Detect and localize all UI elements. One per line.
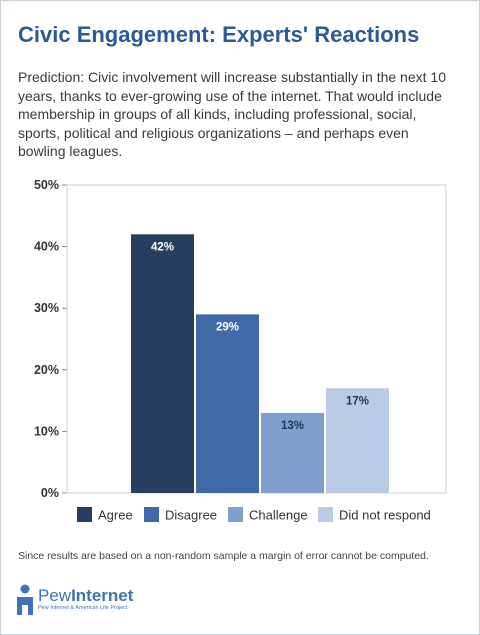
bar-challenge xyxy=(261,412,324,493)
y-tick-label: 40% xyxy=(34,240,59,254)
bar-value-label: 13% xyxy=(281,420,304,432)
y-tick-label: 20% xyxy=(34,363,59,377)
y-tick-label: 0% xyxy=(41,486,59,500)
bar-value-label: 29% xyxy=(216,321,239,333)
y-tick-label: 30% xyxy=(34,301,59,315)
prediction-text: Prediction: Civic involvement will incre… xyxy=(18,69,446,159)
bar-agree xyxy=(131,234,194,493)
bar-chart: 0% 10% 20% 30% 40% 50% 42% 29% 13% 17% Agree Disa… xyxy=(34,178,447,523)
bar-value-label: 17% xyxy=(346,395,369,407)
legend-label: Challenge xyxy=(249,508,308,523)
legend-swatch xyxy=(228,507,243,522)
y-tick-label: 10% xyxy=(34,424,59,438)
bar-value-label: 42% xyxy=(151,241,174,253)
legend-swatch xyxy=(318,507,333,522)
y-axis: 0% 10% 20% 30% 40% 50% xyxy=(34,178,67,500)
pew-person-icon xyxy=(17,584,33,615)
bars: 42% 29% 13% 17% xyxy=(131,234,389,493)
page-title: Civic Engagement: Experts' Reactions xyxy=(18,22,420,47)
pew-internet-logo: PewInternet Pew Internet & American Life… xyxy=(14,583,164,619)
y-tick-label: 50% xyxy=(34,178,59,192)
logo-subtitle: Pew Internet & American Life Project xyxy=(38,605,128,611)
bar-disagree xyxy=(196,314,259,493)
legend-label: Disagree xyxy=(165,508,217,523)
legend-swatch xyxy=(77,507,92,522)
bar-did-not-respond xyxy=(326,388,389,493)
footnote: Since results are based on a non-random … xyxy=(18,550,429,562)
logo-brand: PewInternet xyxy=(38,586,134,605)
legend: Agree Disagree Challenge Did not respond xyxy=(77,507,431,523)
legend-label: Did not respond xyxy=(339,508,431,523)
legend-label: Agree xyxy=(98,508,133,523)
legend-swatch xyxy=(144,507,159,522)
